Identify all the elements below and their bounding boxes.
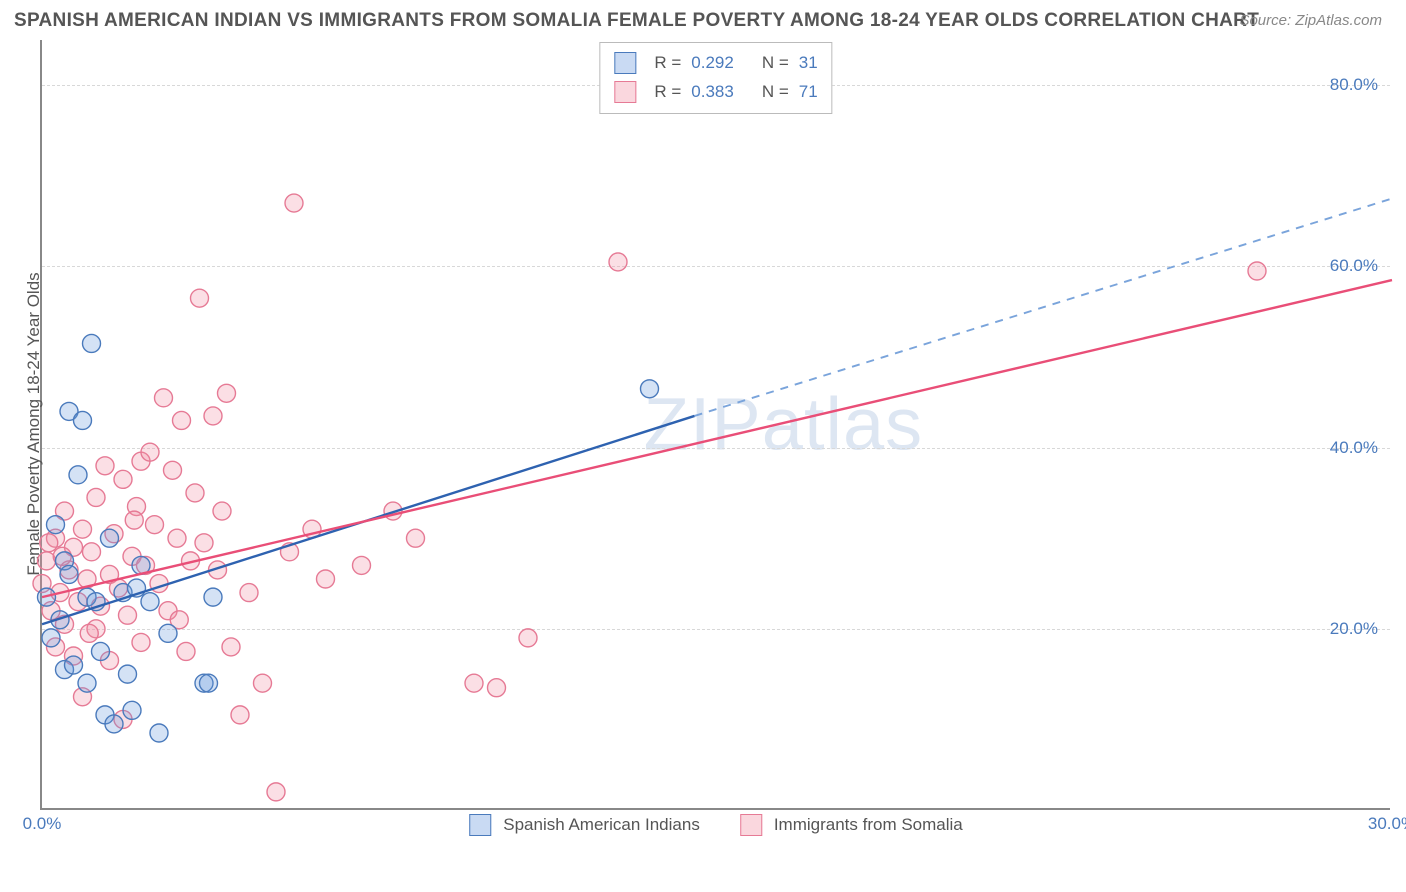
n-value-1: 31: [799, 49, 818, 78]
legend-stats: R = 0.292 N = 31 R = 0.383 N = 71: [599, 42, 832, 114]
r-label: R =: [654, 78, 681, 107]
legend-series: Spanish American Indians Immigrants from…: [469, 814, 963, 836]
legend-stats-row-1: R = 0.292 N = 31: [614, 49, 817, 78]
swatch-pink-icon: [614, 81, 636, 103]
swatch-blue-icon: [469, 814, 491, 836]
swatch-pink-icon: [740, 814, 762, 836]
legend-item-1: Spanish American Indians: [469, 814, 700, 836]
plot-area: Female Poverty Among 18-24 Year Olds ZIP…: [40, 40, 1390, 810]
scatter-svg: [42, 40, 1390, 808]
r-value-1: 0.292: [691, 49, 734, 78]
n-value-2: 71: [799, 78, 818, 107]
y-axis-title: Female Poverty Among 18-24 Year Olds: [24, 272, 44, 575]
source-attribution: Source: ZipAtlas.com: [1239, 12, 1382, 29]
swatch-blue-icon: [614, 52, 636, 74]
legend-stats-row-2: R = 0.383 N = 71: [614, 78, 817, 107]
legend-item-2: Immigrants from Somalia: [740, 814, 963, 836]
r-label: R =: [654, 49, 681, 78]
n-label: N =: [762, 49, 789, 78]
legend-label-2: Immigrants from Somalia: [774, 815, 963, 835]
chart-title: SPANISH AMERICAN INDIAN VS IMMIGRANTS FR…: [14, 10, 1259, 32]
r-value-2: 0.383: [691, 78, 734, 107]
n-label: N =: [762, 78, 789, 107]
legend-label-1: Spanish American Indians: [503, 815, 700, 835]
